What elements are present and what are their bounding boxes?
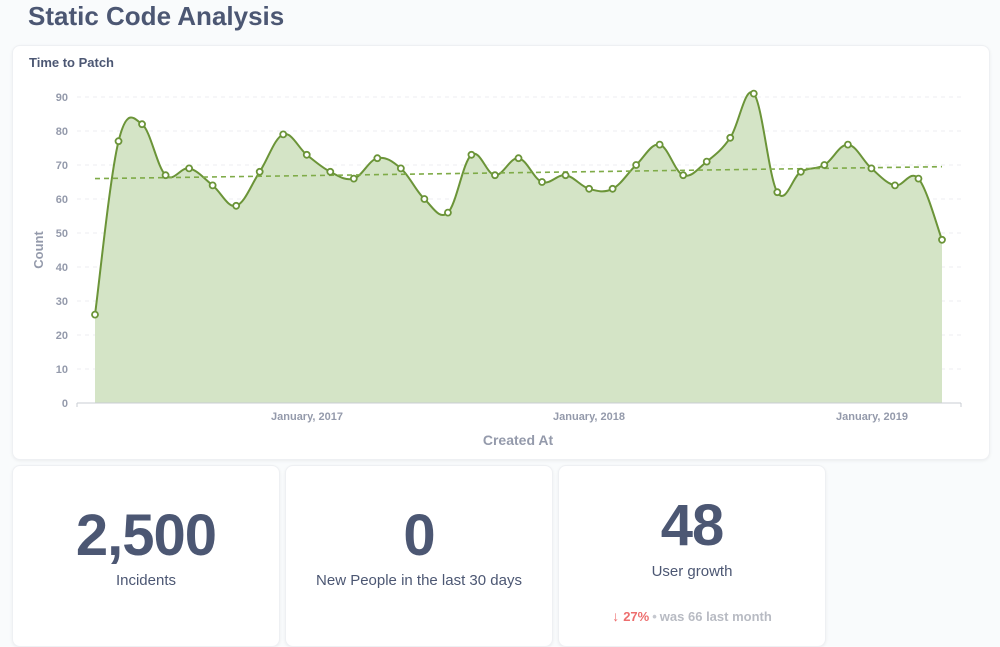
data-point [843,140,852,149]
x-tick-label: January, 2019 [836,411,908,423]
data-point [232,201,241,210]
data-point [467,150,476,159]
data-point [255,167,264,176]
data-point [161,171,170,180]
data-point [279,130,288,139]
data-point [655,140,664,149]
data-point [514,154,523,163]
arrow-down-icon: ↓ [612,608,620,624]
data-point [373,154,382,163]
x-tick-label: January, 2017 [271,411,343,423]
data-point [561,171,570,180]
y-tick-label: 0 [62,398,68,410]
data-point [726,133,735,142]
data-point [891,181,899,190]
y-tick-label: 90 [56,92,68,104]
y-tick-label: 70 [56,160,68,172]
scalar-value: 48 [660,493,725,558]
data-point [632,161,641,169]
comparison-percent: 27% [623,609,650,624]
data-point [820,161,829,169]
data-point [702,157,711,166]
y-axis-title: Count [31,231,46,269]
data-point [608,184,617,193]
scalar-value: 2,500 [75,503,217,568]
y-tick-label: 30 [56,296,68,308]
data-point [491,171,499,180]
chart-card-time-to-patch[interactable]: Time to Patch 0 10 20 30 40 50 60 70 80 90 January… [12,45,990,460]
data-point [867,164,876,173]
separator-dot: • [652,609,657,624]
data-point [208,181,217,190]
area-fill [95,92,942,403]
data-point [749,89,758,98]
scalar-card-user-growth[interactable]: 48 User growth ↓ 27% • was 66 last month [558,465,826,647]
data-point [302,150,311,159]
data-point [185,164,194,173]
comparison-previous: was 66 [659,609,703,624]
data-point [938,235,946,244]
comparison-row: ↓ 27% • was 66 last month [559,608,825,624]
y-tick-label: 10 [56,364,68,376]
data-point [420,195,429,203]
y-tick-label: 60 [56,194,68,206]
area-chart: 0 10 20 30 40 50 60 70 80 90 January, 2017 January,… [31,89,962,448]
y-tick-label: 50 [56,228,68,240]
scalar-card-incidents[interactable]: 2,500 Incidents [12,465,280,647]
data-point [679,171,688,180]
x-tick-label: January, 2018 [553,411,625,423]
y-tick-label: 80 [56,126,68,138]
data-point [349,174,358,183]
data-point [914,174,923,183]
data-point [396,164,405,173]
scalar-card-new-people[interactable]: 0 New People in the last 30 days [285,465,553,647]
y-tick-label: 40 [56,262,68,274]
data-point [585,184,593,193]
data-point [114,137,123,146]
data-point [91,310,99,319]
x-axis-title: Created At [483,432,554,448]
scalar-label[interactable]: User growth [651,563,733,580]
comparison-period: last month [706,609,772,624]
data-point [138,120,146,129]
y-tick-label: 20 [56,330,68,342]
page-title: Static Code Analysis [28,1,285,31]
data-point [444,208,452,217]
scalar-label[interactable]: New People in the last 30 days [316,572,522,589]
data-point [773,188,782,197]
data-point [538,178,546,186]
scalar-label[interactable]: Incidents [115,572,177,589]
data-point [326,167,335,176]
data-point [796,167,805,176]
chart-card-title[interactable]: Time to Patch [29,55,115,70]
scalar-value: 0 [403,503,435,568]
